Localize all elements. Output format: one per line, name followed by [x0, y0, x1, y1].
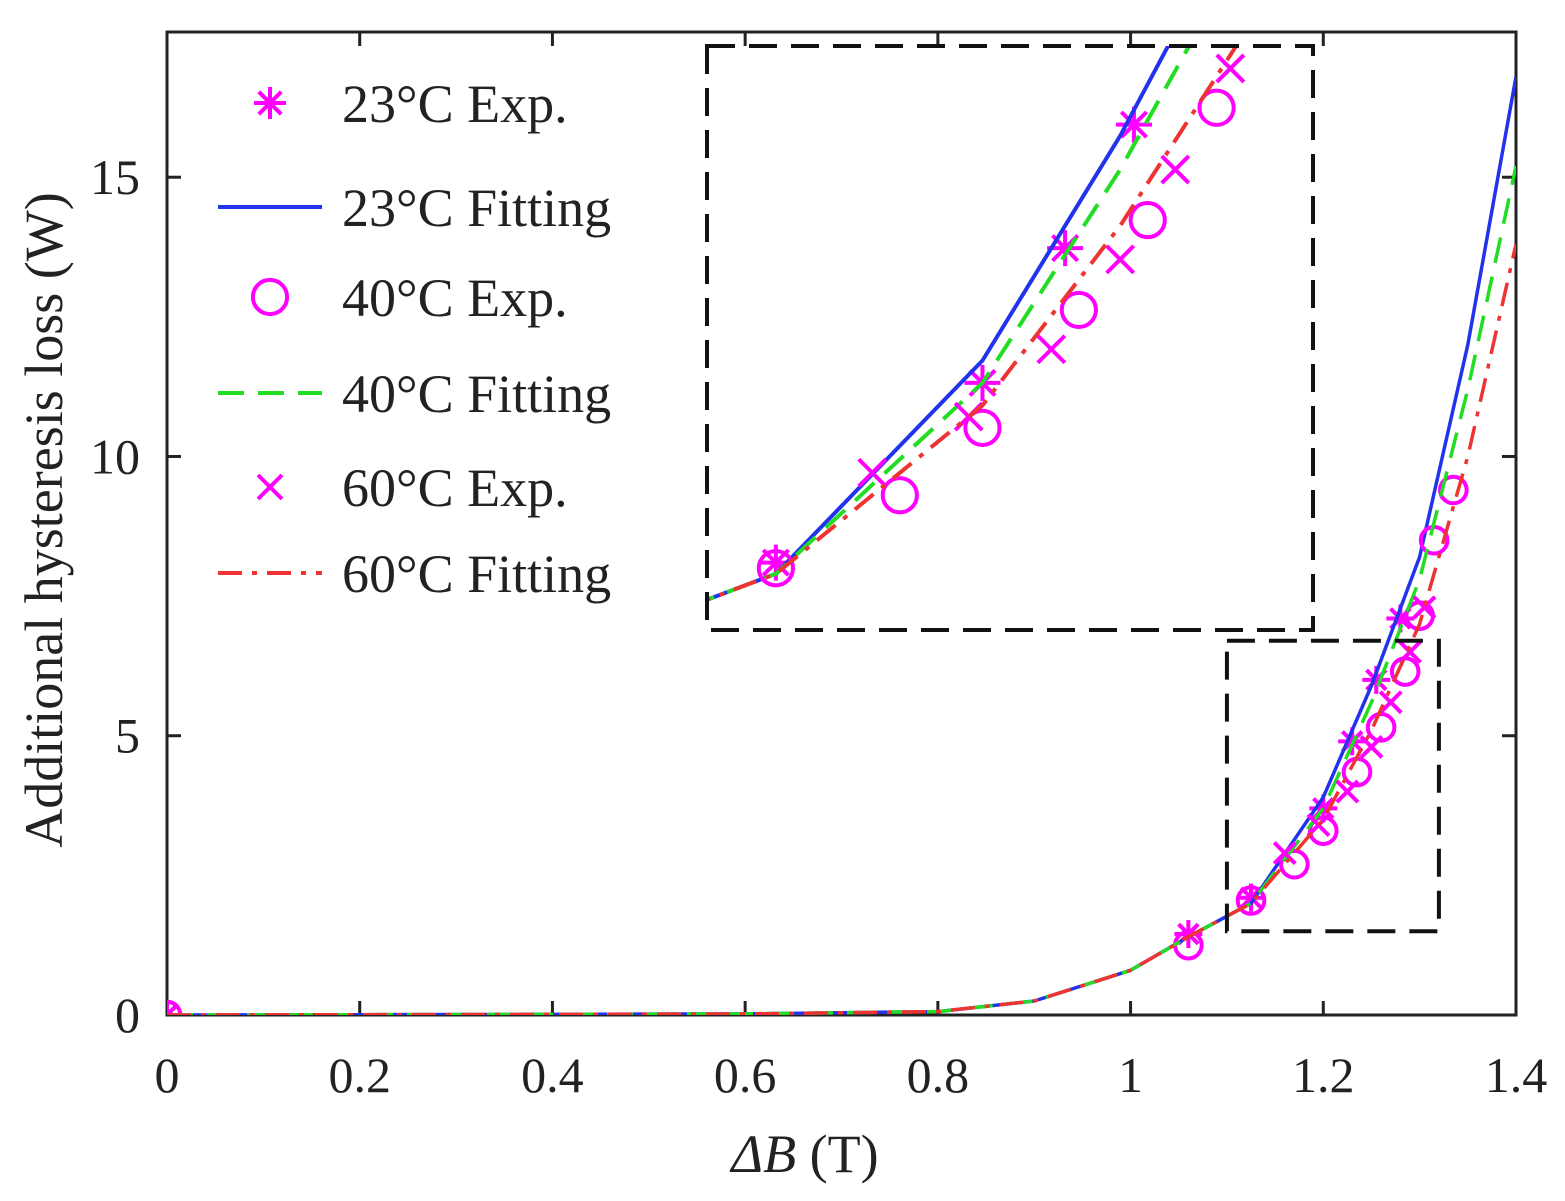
- inset-point-4-3-stroke-b: [1036, 334, 1067, 365]
- inset-point-2-8: [1241, 0, 1275, 13]
- inset-series-1: [707, 46, 1171, 602]
- x-tick-label-2: 0.4: [521, 1047, 584, 1103]
- main-point-4-3-stroke-b: [1335, 779, 1360, 804]
- main-point-4-4: [1359, 734, 1384, 759]
- inset-point-4-4-stroke-b: [1105, 244, 1136, 275]
- x-tick-label-1: 0.2: [328, 1047, 391, 1103]
- legend-label-2: 40°C Exp.: [342, 268, 568, 328]
- inset-point-4-1-stroke-b: [857, 457, 888, 488]
- main-point-4-0: [167, 1003, 179, 1015]
- y-tick-label-1: 5: [115, 708, 140, 764]
- main-point-4-1-stroke-b: [1272, 841, 1297, 865]
- inset-point-4-6-stroke-b: [1215, 53, 1246, 84]
- main-point-4-5-stroke-b: [1378, 690, 1403, 715]
- inset-point-4-4: [1105, 244, 1136, 275]
- main-point-2-3: [1279, 848, 1310, 880]
- inset-series-3: [707, 46, 1192, 602]
- main-point-4-0-stroke-b: [167, 1003, 179, 1015]
- inset-point-0-6-stroke-d2: [1190, 0, 1215, 14]
- main-point-4-3: [1335, 779, 1360, 804]
- legend-marker-2: [250, 277, 290, 317]
- inset-point-2-4: [963, 408, 1002, 447]
- tick-labels: 0 0.2 0.4 0.6 0.8 1 1.2 1.4 0 5 10 15: [90, 149, 1547, 1103]
- inset-plot-series: [579, 0, 1275, 675]
- inset-point-4-1: [857, 457, 888, 488]
- inset-point-0-1-stroke-d2: [584, 623, 609, 648]
- main-line-5: [167, 243, 1516, 1015]
- inset-point-0-6: [1185, 0, 1221, 19]
- legend-marker-4: [256, 473, 284, 501]
- inset-point-2-6: [1128, 200, 1167, 240]
- inset-point-4-5-stroke-b: [1160, 154, 1191, 185]
- main-point-4-7: [1412, 595, 1437, 620]
- y-tick-label-3: 15: [90, 149, 140, 205]
- inset-point-0-5-stroke-d2: [1119, 110, 1148, 139]
- main-series-5: [167, 243, 1516, 1015]
- inset-point-2-7: [1197, 88, 1236, 127]
- main-point-2-10: [1438, 474, 1469, 506]
- zoom-region-box: [1224, 638, 1441, 934]
- inset-point-0-1: [579, 618, 615, 654]
- main-point-4-4-stroke-b: [1359, 734, 1384, 759]
- inset-point-0-6-stroke-d1: [1190, 0, 1215, 14]
- x-axis-symbol: ΔB: [729, 1124, 796, 1184]
- plot-frame: [165, 30, 1518, 1017]
- legend-marker-0: [254, 87, 286, 119]
- x-axis-title: ΔB (T): [729, 1124, 878, 1184]
- legend-label-4: 60°C Exp.: [342, 458, 568, 518]
- plot-border: [165, 30, 1518, 1017]
- y-axis-title: Additional hysteresis loss (W): [14, 192, 74, 847]
- y-tick-label-0: 0: [115, 987, 140, 1043]
- legend-label-0: 23°C Exp.: [342, 74, 568, 134]
- inset-series-4: [857, 53, 1246, 488]
- x-tick-label-5: 1: [1118, 1047, 1143, 1103]
- x-tick-label-6: 1.2: [1292, 1047, 1355, 1103]
- legend: 23°C Exp. 23°C Fitting 40°C Exp. 40°C Fitti…: [218, 74, 611, 604]
- inset-point-2-3: [880, 476, 919, 515]
- zoom-boxes: [705, 44, 1441, 934]
- main-point-4-7-stroke-b: [1412, 595, 1437, 620]
- legend-label-1: 23°C Fitting: [342, 178, 611, 238]
- main-point-4-5: [1378, 690, 1403, 715]
- main-point-4-1: [1272, 841, 1297, 865]
- x-tick-label-7: 1.4: [1485, 1047, 1548, 1103]
- legend-label-3: 40°C Fitting: [342, 364, 611, 424]
- inset-point-2-5: [1059, 290, 1098, 330]
- y-tick-label-2: 10: [90, 428, 140, 484]
- x-axis-unit: (T): [796, 1124, 878, 1184]
- inset-point-4-6: [1215, 53, 1246, 84]
- x-tick-label-0: 0: [155, 1047, 180, 1103]
- inset-box: [705, 44, 1315, 632]
- inset-point-2-2: [756, 549, 795, 588]
- legend-label-5: 60°C Fitting: [342, 544, 611, 604]
- main-point-2-4: [1307, 815, 1339, 846]
- inset-line-5: [707, 46, 1239, 602]
- inset-point-4-5: [1160, 154, 1191, 185]
- x-tick-label-3: 0.6: [714, 1047, 777, 1103]
- main-point-4-6-stroke-b: [1398, 640, 1422, 664]
- inset-point-4-3: [1036, 334, 1067, 365]
- inset-series-2: [580, 0, 1275, 675]
- main-series-4: [167, 595, 1437, 1015]
- main-point-2-7: [1389, 656, 1421, 687]
- inset-series-5: [707, 46, 1239, 602]
- main-point-4-6: [1398, 640, 1422, 664]
- main-point-2-2: [1235, 885, 1267, 916]
- inset-point-0-1-stroke-d1: [584, 623, 609, 648]
- main-plot-series: [167, 76, 1516, 1015]
- legend-marker-0-stroke-d2: [257, 90, 283, 116]
- inset-point-2-1: [580, 641, 614, 675]
- inset-line-3: [707, 46, 1192, 602]
- x-tick-label-4: 0.8: [907, 1047, 970, 1103]
- legend-marker-4-stroke-b: [256, 473, 284, 501]
- inset-line-1: [707, 46, 1171, 602]
- main-point-2-6: [1365, 712, 1397, 743]
